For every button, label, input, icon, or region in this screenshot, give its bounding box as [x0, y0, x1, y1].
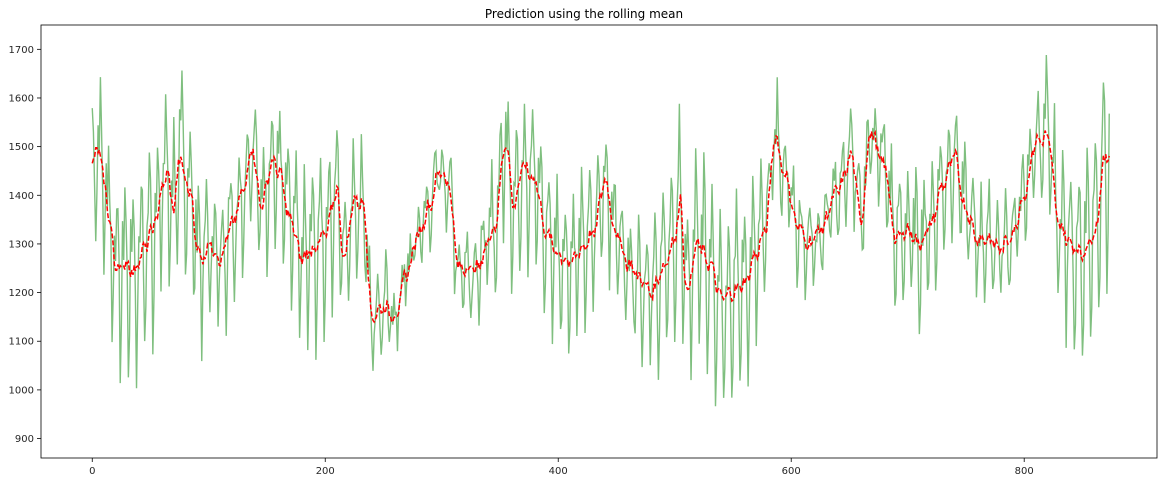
- y-tick-label: 900: [15, 434, 34, 445]
- y-tick-label: 1200: [9, 288, 34, 299]
- y-tick-label: 1100: [9, 337, 34, 348]
- y-tick-label: 1600: [9, 93, 34, 104]
- x-tick-label: 0: [89, 466, 95, 477]
- y-axis: 900 1000 1100 1200 1300 1400 1500 1600 1700: [9, 45, 41, 445]
- x-tick-label: 600: [782, 466, 801, 477]
- plot-frame: [40, 24, 1158, 459]
- y-tick-label: 1500: [9, 142, 34, 153]
- y-tick-label: 1700: [9, 45, 34, 56]
- y-tick-label: 1000: [9, 385, 34, 396]
- series-line-rolling-mean: [91, 129, 1110, 324]
- x-tick-label: 800: [1015, 466, 1034, 477]
- plot-area: [91, 54, 1110, 407]
- series-line-observed: [91, 54, 1110, 407]
- y-tick-label: 1300: [9, 239, 34, 250]
- x-tick-label: 400: [549, 466, 568, 477]
- y-tick-label: 1400: [9, 191, 34, 202]
- x-tick-label: 200: [316, 466, 335, 477]
- chart-title: Prediction using the rolling mean: [485, 7, 683, 21]
- x-axis: 0 200 400 600 800: [89, 458, 1034, 477]
